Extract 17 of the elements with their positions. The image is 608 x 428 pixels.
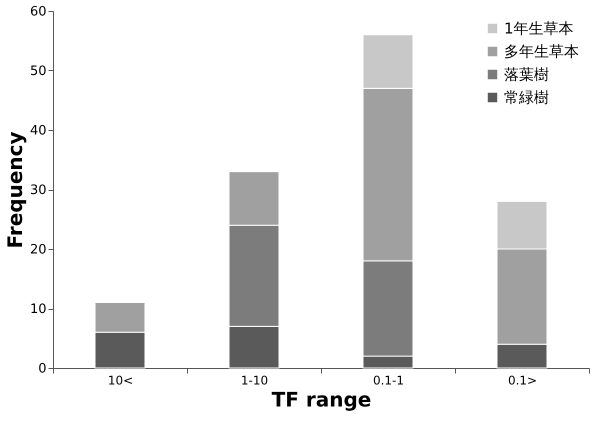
x-axis-title: TF range [272,388,372,412]
y-tick-label: 30 [30,183,46,198]
x-tick-label: 10< [108,374,134,388]
y-tick-label: 10 [30,302,46,317]
y-tick-label: 60 [30,4,46,20]
legend-label: 1年生草本 [504,20,574,38]
legend-label: 多年生草本 [504,42,579,60]
x-tick-label: 0.1> [508,374,538,388]
x-tick-label: 1-10 [240,374,268,388]
y-axis-title: Frequency [2,131,27,249]
legend-label: 落葉樹 [504,66,549,84]
x-tick-label: 0.1-1 [372,374,404,388]
y-tick-label: 50 [30,64,46,79]
y-tick-label: 40 [30,124,46,138]
y-tick-label: 20 [30,242,46,258]
legend-label: 常緑樹 [504,88,549,106]
y-tick-label: 0 [38,362,46,376]
